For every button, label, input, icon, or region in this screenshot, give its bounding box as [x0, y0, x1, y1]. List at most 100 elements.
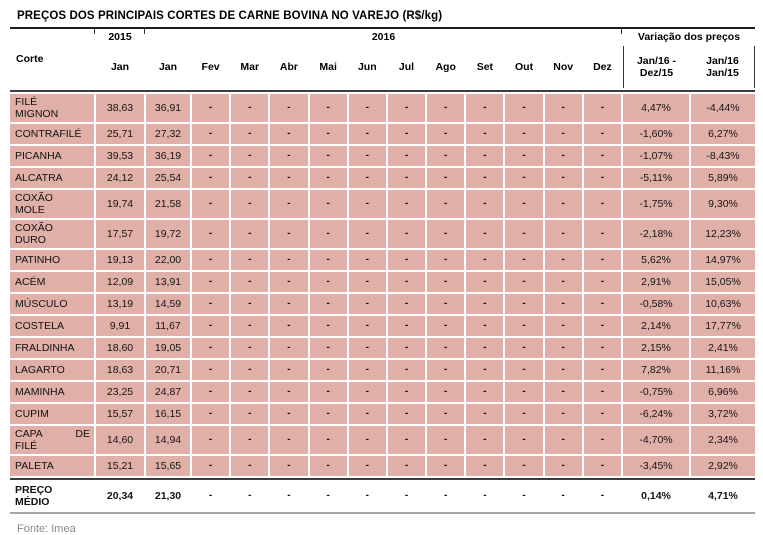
empty-month-cell: - — [192, 190, 230, 218]
empty-month-cell: - — [583, 124, 621, 144]
price-cell-jan16: 14,94 — [146, 426, 190, 454]
price-cell-jan16: 22,00 — [146, 250, 190, 270]
empty-month-cell: - — [505, 190, 543, 218]
page-title: PREÇOS DOS PRINCIPAIS CORTES DE CARNE BO… — [17, 10, 443, 22]
empty-month-cell: - — [270, 124, 308, 144]
empty-month-cell: - — [309, 404, 347, 424]
empty-month-cell: - — [192, 272, 230, 292]
empty-month-cell: - — [309, 456, 347, 476]
empty-month-cell: - — [270, 404, 308, 424]
empty-month-cell: - — [387, 168, 426, 188]
price-cell-jan15: 23,25 — [96, 382, 144, 402]
column-header-variation-1: Jan/16 Jan/15 — [691, 46, 755, 88]
empty-month-cell: - — [505, 338, 543, 358]
empty-month-cell: - — [192, 360, 230, 380]
empty-month-cell: - — [231, 426, 269, 454]
empty-month-cell: - — [387, 94, 426, 122]
variation-cell-jan16-jan15: 11,16% — [691, 360, 755, 380]
empty-month-cell: - — [583, 94, 621, 122]
row-label: PICANHA — [10, 146, 94, 166]
empty-month-cell: - — [427, 168, 465, 188]
column-header-variation-0: Jan/16 - Dez/15 — [623, 46, 689, 88]
empty-month-cell: - — [466, 146, 504, 166]
empty-month-cell: - — [544, 168, 582, 188]
empty-month-cell: - — [466, 456, 504, 476]
empty-month-cell: - — [387, 338, 426, 358]
summary-cell-jan16: 21,30 — [146, 482, 190, 510]
row-label: CUPIM — [10, 404, 94, 424]
empty-month-cell: - — [505, 124, 543, 144]
empty-month-cell: - — [505, 360, 543, 380]
variation-cell-jan16-dez15: -1,60% — [623, 124, 689, 144]
column-header-set-9: Set — [466, 46, 504, 88]
empty-month-cell: - — [231, 220, 269, 248]
variation-cell-jan16-jan15: 2,41% — [691, 338, 755, 358]
summary-empty-month-cell: - — [348, 482, 386, 510]
summary-empty-month-cell: - — [544, 482, 582, 510]
row-label: PALETA — [10, 456, 94, 476]
variation-cell-jan16-jan15: -8,43% — [691, 146, 755, 166]
empty-month-cell: - — [192, 168, 230, 188]
empty-month-cell: - — [583, 360, 621, 380]
variation-cell-jan16-dez15: 2,14% — [623, 316, 689, 336]
empty-month-cell: - — [466, 294, 504, 314]
empty-month-cell: - — [544, 146, 582, 166]
title-rule — [10, 27, 755, 29]
empty-month-cell: - — [231, 272, 269, 292]
empty-month-cell: - — [231, 190, 269, 218]
price-cell-jan15: 18,60 — [96, 338, 144, 358]
empty-month-cell: - — [192, 294, 230, 314]
empty-month-cell: - — [427, 316, 465, 336]
empty-month-cell: - — [427, 338, 465, 358]
empty-month-cell: - — [270, 360, 308, 380]
row-label: ALCATRA — [10, 168, 94, 188]
empty-month-cell: - — [505, 456, 543, 476]
empty-month-cell: - — [387, 404, 426, 424]
row-label: LAGARTO — [10, 360, 94, 380]
variation-cell-jan16-dez15: 7,82% — [623, 360, 689, 380]
price-cell-jan16: 21,58 — [146, 190, 190, 218]
empty-month-cell: - — [309, 360, 347, 380]
price-cell-jan16: 27,32 — [146, 124, 190, 144]
empty-month-cell: - — [505, 272, 543, 292]
empty-month-cell: - — [466, 360, 504, 380]
empty-month-cell: - — [505, 168, 543, 188]
empty-month-cell: - — [544, 272, 582, 292]
empty-month-cell: - — [231, 294, 269, 314]
empty-month-cell: - — [387, 426, 426, 454]
price-cell-jan16: 24,87 — [146, 382, 190, 402]
row-label: MÚSCULO — [10, 294, 94, 314]
empty-month-cell: - — [309, 94, 347, 122]
empty-month-cell: - — [427, 426, 465, 454]
empty-month-cell: - — [505, 426, 543, 454]
empty-month-cell: - — [505, 316, 543, 336]
variation-cell-jan16-dez15: 4,47% — [623, 94, 689, 122]
empty-month-cell: - — [544, 456, 582, 476]
variation-cell-jan16-jan15: 2,92% — [691, 456, 755, 476]
empty-month-cell: - — [466, 168, 504, 188]
empty-month-cell: - — [270, 316, 308, 336]
empty-month-cell: - — [270, 146, 308, 166]
empty-month-cell: - — [466, 382, 504, 402]
empty-month-cell: - — [309, 220, 347, 248]
column-header-jul-7: Jul — [387, 46, 426, 88]
row-label: CONTRAFILÉ — [10, 124, 94, 144]
price-cell-jan15: 19,74 — [96, 190, 144, 218]
group-header-2016: 2016 — [144, 28, 621, 44]
summary-empty-month-cell: - — [466, 482, 504, 510]
price-cell-jan15: 19,13 — [96, 250, 144, 270]
price-cell-jan15: 17,57 — [96, 220, 144, 248]
empty-month-cell: - — [309, 316, 347, 336]
empty-month-cell: - — [387, 190, 426, 218]
price-cell-jan15: 13,19 — [96, 294, 144, 314]
empty-month-cell: - — [505, 220, 543, 248]
column-header-mai-5: Mai — [309, 46, 347, 88]
variation-cell-jan16-dez15: -3,45% — [623, 456, 689, 476]
empty-month-cell: - — [348, 272, 386, 292]
variation-cell-jan16-jan15: 17,77% — [691, 316, 755, 336]
empty-month-cell: - — [270, 338, 308, 358]
empty-month-cell: - — [270, 220, 308, 248]
empty-month-cell: - — [544, 404, 582, 424]
price-cell-jan15: 9,91 — [96, 316, 144, 336]
empty-month-cell: - — [544, 94, 582, 122]
